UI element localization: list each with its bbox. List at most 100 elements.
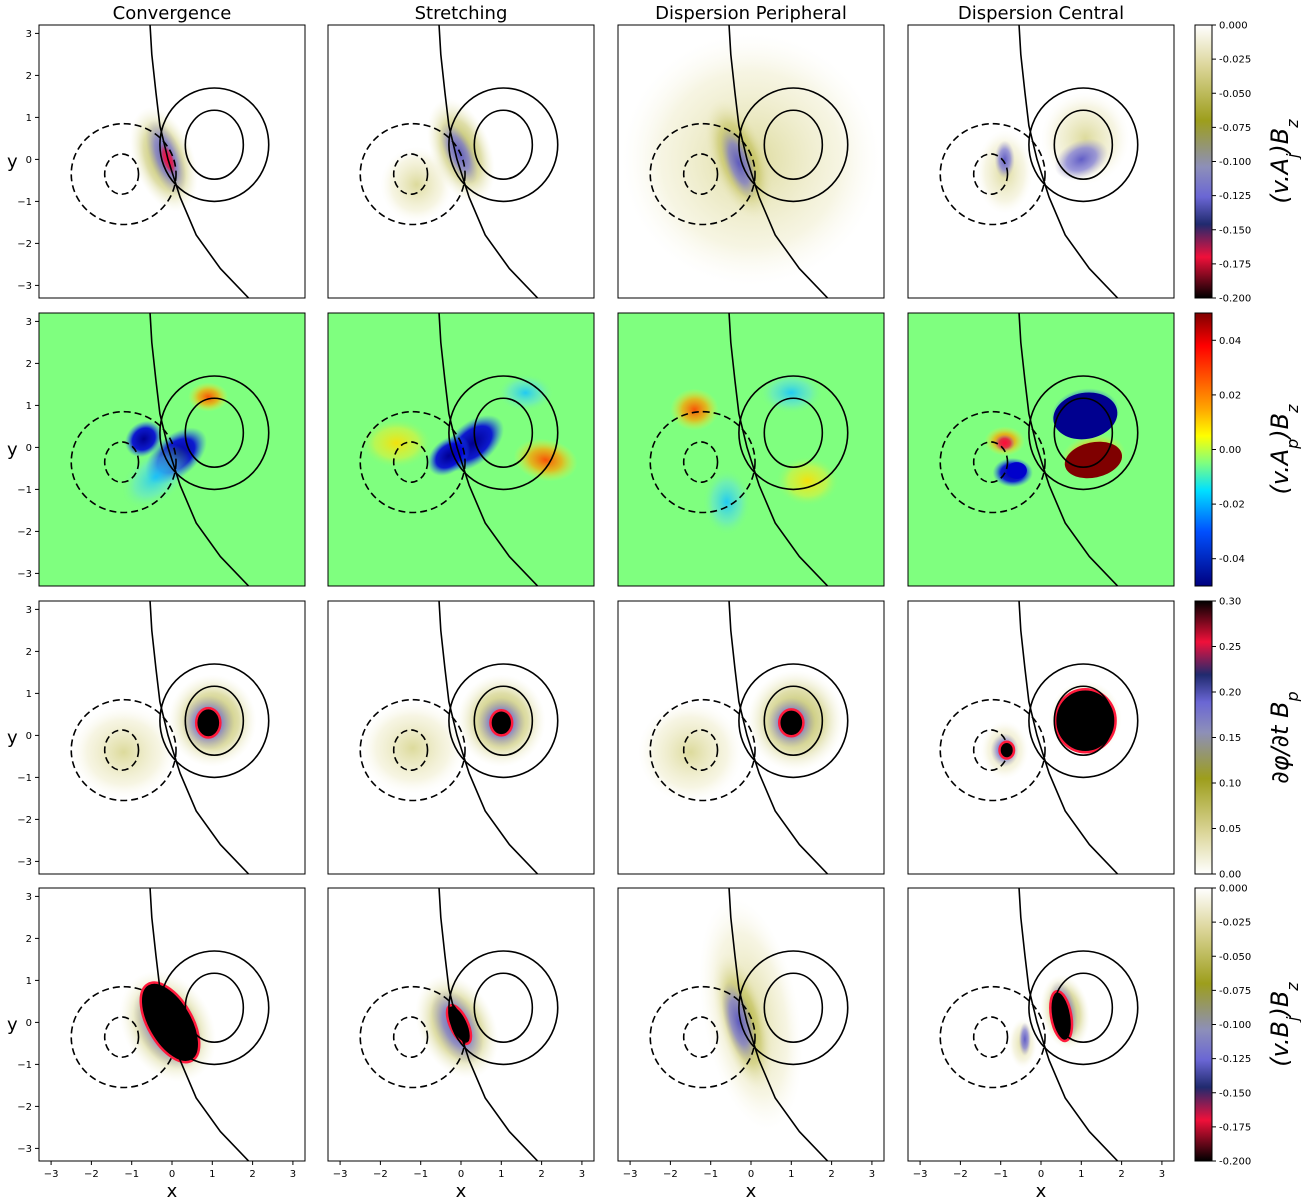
panel-frame [907,24,1175,299]
front-line [728,601,829,874]
colorbar-tick-label: 0.15 [1219,733,1241,744]
colorbar-tick-label: -0.175 [1219,259,1251,270]
panel-r2-c1: −3 −2 −1 0 1 2 3 y [7,312,306,587]
colorbar-label: (v.Bj)Bz [1266,982,1301,1067]
x-axis-label: x [456,1181,467,1200]
field-blob [702,468,751,536]
positive-vortex-outer-contour [1028,950,1139,1066]
saturated-core [1006,462,1027,479]
y-tick-label: 3 [26,892,32,903]
panel-background [618,313,884,586]
front-line [438,888,539,1161]
positive-vortex-inner-contour [473,109,534,180]
y-tick-label: −1 [17,485,32,496]
panel-r3-c1: −3 −2 −1 0 1 2 3 y [7,600,306,875]
colorbar-tick-label: 0.000 [1219,884,1248,895]
panel-background [908,25,1174,298]
colorbar-tick-label: -0.025 [1219,55,1251,66]
y-tick-label: 0 [26,731,32,742]
field-blob [775,455,840,507]
y-tick-label: −1 [17,773,32,784]
positive-vortex-inner-contour [473,685,534,756]
panel-grid: −3 −2 −1 0 1 2 3 y −3 −2 −1 0 1 2 3 y −3 −2 −1 0 1 2 3 y −3 −2 −1 0… [7,24,1175,1200]
positive-vortex-outer-contour [738,663,849,779]
panel-r1-c4 [907,24,1175,299]
x-tick-label: −1 [703,1169,718,1180]
colorbar-r2: 0.04 0.02 0.00 -0.02 -0.04 (v.Ap)Bz [1194,312,1301,587]
positive-vortex-inner-contour [1053,685,1114,756]
x-tick-label: 0 [748,1169,754,1180]
y-tick-label: −1 [17,1060,32,1071]
panel-r2-c2 [327,312,595,587]
x-tick-label: 1 [209,1169,215,1180]
x-tick-label: −3 [913,1169,928,1180]
front-line [438,313,539,586]
saturated-core [1053,687,1117,754]
colorbar-tick-label: -0.175 [1219,1122,1251,1133]
panel-frame [617,600,885,875]
positive-vortex-outer-contour [448,663,559,779]
colorbar-gradient [1194,24,1213,299]
y-tick-label: 1 [26,401,32,412]
field-blob [994,140,1015,179]
colorbar-label: (v.Aj)Bz [1266,119,1301,204]
negative-vortex-outer-contour [649,122,756,226]
panel-background [908,601,1174,874]
positive-vortex-inner-contour [763,685,824,756]
colorbar-tick-label: 0.25 [1219,642,1241,653]
panel-frame [327,24,595,299]
panel-frame [38,600,306,875]
field-blob [71,706,177,799]
positive-vortex-inner-contour [184,972,245,1043]
panel-r4-c3: −3 −2 −1 0 1 2 3 x [617,887,885,1200]
front-line [1018,601,1119,874]
front-line [438,25,539,298]
positive-vortex-outer-contour [1028,375,1139,491]
negative-vortex-outer-contour [939,122,1046,226]
positive-vortex-outer-contour [1028,663,1139,779]
saturated-core [1049,989,1074,1043]
y-axis-label: y [7,728,18,749]
positive-vortex-inner-contour [473,397,534,468]
colorbar-gradient [1194,600,1213,875]
panel-r2-c4 [907,312,1175,587]
front-line [1018,25,1119,298]
panel-r3-c2 [327,600,595,875]
colorbar-tick-label: -0.075 [1219,123,1251,134]
positive-vortex-outer-contour [738,87,849,203]
panel-frame [327,312,595,587]
field-blob [638,701,743,803]
front-line [728,888,829,1161]
x-tick-label: 2 [828,1169,834,1180]
field-blob [360,418,433,469]
y-tick-label: 2 [26,934,32,945]
x-tick-label: −2 [373,1169,388,1180]
y-tick-label: 1 [26,976,32,987]
negative-vortex-outer-contour [939,985,1046,1089]
panel-frame [907,600,1175,875]
y-tick-label: 3 [26,29,32,40]
panel-frame [617,312,885,587]
x-tick-label: 3 [1159,1169,1165,1180]
y-tick-label: 0 [26,1018,32,1029]
colorbar-gradient [1194,887,1213,1162]
panel-r2-c3 [617,312,885,587]
x-tick-label: 1 [788,1169,794,1180]
negative-vortex-outer-contour [70,122,177,226]
y-tick-label: 3 [26,317,32,328]
y-tick-label: −2 [17,1102,32,1113]
negative-vortex-outer-contour [359,698,466,802]
saturated-core [194,706,222,739]
column-titles: Convergence Stretching Dispersion Peripher… [113,3,1124,24]
front-line [149,313,250,586]
positive-vortex-outer-contour [159,375,270,491]
y-tick-label: −2 [17,239,32,250]
y-tick-label: 3 [26,605,32,616]
panel-background [908,313,1174,586]
field-blob [721,981,757,1064]
x-tick-label: 2 [1118,1169,1124,1180]
panel-frame [327,600,595,875]
panel-r4-c2: −3 −2 −1 0 1 2 3 x [327,887,595,1200]
negative-vortex-inner-contour [103,729,140,772]
